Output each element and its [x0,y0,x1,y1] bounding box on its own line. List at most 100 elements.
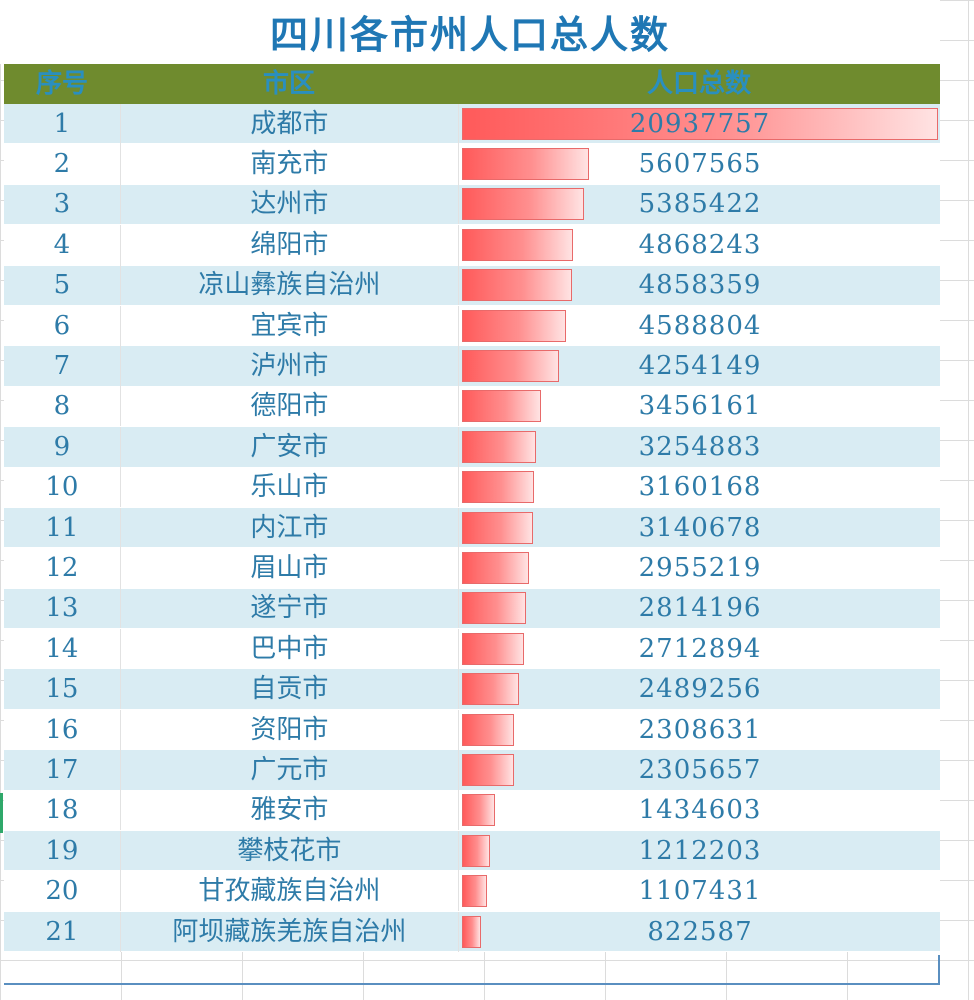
table-row: 2 南充市 5607565 [4,144,940,185]
data-bar [462,188,585,221]
table-bottom-border [4,983,940,985]
cell-index[interactable]: 18 [45,795,79,826]
cell-city[interactable]: 广元市 [119,749,458,790]
population-value: 5607565 [638,149,762,180]
cell-city[interactable]: 达州市 [119,184,458,225]
cell-index[interactable]: 17 [45,754,79,785]
population-value: 1212203 [638,835,762,866]
cell-population[interactable]: 5385422 [458,184,940,225]
cell-population[interactable]: 5607565 [458,144,940,185]
header-city[interactable]: 市区 [262,69,315,99]
cell-index[interactable]: 11 [45,512,79,543]
data-bar [462,673,520,706]
cell-population[interactable]: 1212203 [458,830,940,871]
population-value: 2305657 [638,754,762,785]
cell-population[interactable]: 20937757 [458,103,940,144]
cell-population[interactable]: 2814196 [458,588,940,629]
cell-city[interactable]: 广安市 [119,426,458,467]
population-value: 4868243 [638,229,762,260]
cell-index[interactable]: 12 [45,553,79,583]
cell-index[interactable]: 6 [53,310,71,341]
table-right-border [938,955,940,983]
data-bar [462,713,515,746]
population-table: 序号 市区 人口总数 1 成都市 20937757 2 南充市 5607565 3 达州市 53… [4,64,940,953]
cell-population[interactable]: 822587 [458,911,940,952]
cell-city[interactable]: 成都市 [119,103,458,144]
cell-city[interactable]: 眉山市 [119,548,458,588]
cell-population[interactable]: 2712894 [458,628,940,669]
table-row: 20 甘孜藏族自治州 1107431 [4,871,940,912]
cell-city[interactable]: 甘孜藏族自治州 [119,871,458,912]
population-value: 2955219 [638,553,762,583]
table-row: 4 绵阳市 4868243 [4,224,940,266]
data-bar [462,350,560,383]
cell-index[interactable]: 5 [53,270,71,301]
cell-city[interactable]: 凉山彝族自治州 [119,265,458,306]
cell-index[interactable]: 10 [45,472,79,503]
cell-city[interactable]: 自贡市 [119,669,458,710]
cell-population[interactable]: 4588804 [458,305,940,346]
table-row: 8 德阳市 3456161 [4,386,940,428]
cell-index[interactable]: 20 [45,876,79,907]
cell-index[interactable]: 2 [53,149,71,180]
population-value: 2814196 [638,593,762,624]
cell-city[interactable]: 宜宾市 [119,305,458,346]
population-value: 3254883 [638,431,762,462]
cell-population[interactable]: 2308631 [458,709,940,750]
cell-city[interactable]: 绵阳市 [119,224,458,265]
cell-population[interactable]: 3160168 [458,467,940,508]
cell-city[interactable]: 泸州市 [119,346,458,387]
table-row: 5 凉山彝族自治州 4858359 [4,265,940,306]
cell-population[interactable]: 4254149 [458,346,940,387]
cell-city[interactable]: 阿坝藏族羌族自治州 [119,911,458,952]
cell-index[interactable]: 14 [45,633,79,664]
cell-index[interactable]: 9 [53,431,71,462]
table-row: 15 自贡市 2489256 [4,669,940,710]
cell-population[interactable]: 1434603 [458,790,940,831]
cell-index[interactable]: 1 [53,108,71,139]
cell-population[interactable]: 2489256 [458,669,940,710]
header-population[interactable]: 人口总数 [646,69,751,99]
cell-population[interactable]: 2955219 [458,548,940,588]
data-bar [462,834,491,867]
data-bar [462,753,515,786]
cell-index[interactable]: 21 [45,916,79,947]
table-row: 10 乐山市 3160168 [4,467,940,508]
cell-city[interactable]: 南充市 [119,144,458,185]
cell-population[interactable]: 4858359 [458,265,940,306]
sheet-title[interactable]: 四川各市州人口总人数 [0,0,940,64]
cell-index[interactable]: 3 [53,189,71,220]
cell-index[interactable]: 19 [45,835,79,866]
cell-index[interactable]: 8 [53,391,71,422]
table-row: 9 广安市 3254883 [4,426,940,468]
data-bar [462,148,590,181]
cell-city[interactable]: 遂宁市 [119,588,458,629]
data-bar [462,107,939,140]
data-bar [462,794,496,827]
cell-index[interactable]: 13 [45,593,79,624]
cell-population[interactable]: 2305657 [458,749,940,790]
population-value: 2308631 [638,714,762,745]
header-index[interactable]: 序号 [35,69,88,99]
table-row: 13 遂宁市 2814196 [4,588,940,630]
cell-city[interactable]: 攀枝花市 [119,830,458,871]
data-bar [462,875,488,908]
cell-city[interactable]: 巴中市 [119,628,458,669]
cell-population[interactable]: 3254883 [458,426,940,467]
cell-index[interactable]: 16 [45,714,79,745]
cell-population[interactable]: 3140678 [458,507,940,548]
cell-population[interactable]: 3456161 [458,386,940,427]
cell-city[interactable]: 雅安市 [119,790,458,831]
cell-index[interactable]: 7 [53,351,71,382]
cell-index[interactable]: 15 [45,674,79,705]
population-value: 3456161 [638,391,762,422]
population-value: 2712894 [638,633,762,664]
cell-city[interactable]: 内江市 [119,507,458,548]
cell-population[interactable]: 4868243 [458,224,940,265]
cell-city[interactable]: 资阳市 [119,709,458,750]
data-bar [462,309,567,342]
cell-population[interactable]: 1107431 [458,871,940,912]
cell-index[interactable]: 4 [53,229,71,260]
cell-city[interactable]: 乐山市 [119,467,458,508]
cell-city[interactable]: 德阳市 [119,386,458,427]
